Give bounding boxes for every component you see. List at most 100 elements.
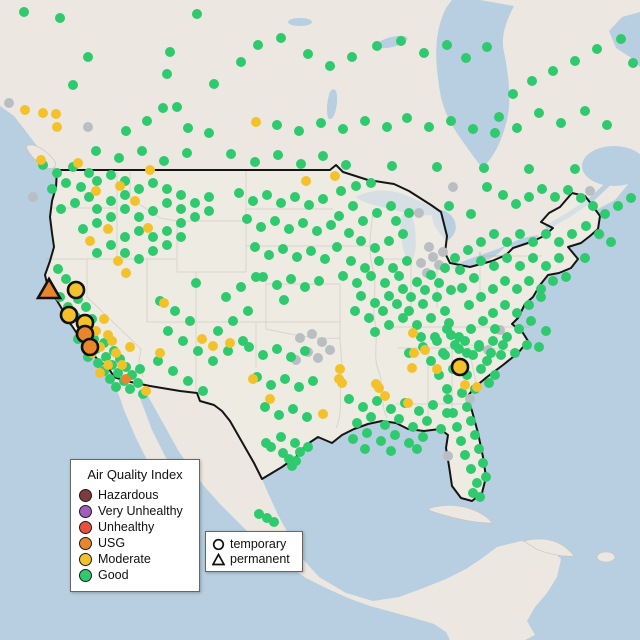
station-dot-good[interactable]: [398, 313, 408, 323]
station-dot-no_data[interactable]: [313, 353, 323, 363]
station-dot-good[interactable]: [380, 278, 390, 288]
station-dot-good[interactable]: [356, 236, 366, 246]
station-dot-good[interactable]: [398, 284, 408, 294]
station-dot-good[interactable]: [53, 264, 63, 274]
station-dot-moderate[interactable]: [113, 256, 123, 266]
station-dot-good[interactable]: [228, 316, 238, 326]
station-dot-good[interactable]: [498, 190, 508, 200]
station-dot-good[interactable]: [602, 120, 612, 130]
station-dot-good[interactable]: [476, 256, 486, 266]
station-dot-good[interactable]: [325, 61, 335, 71]
station-dot-good[interactable]: [183, 376, 193, 386]
station-dot-good[interactable]: [548, 66, 558, 76]
station-dot-good[interactable]: [536, 292, 546, 302]
station-dot-good[interactable]: [148, 246, 158, 256]
station-dot-good[interactable]: [528, 237, 538, 247]
station-dot-good[interactable]: [106, 212, 116, 222]
station-dot-good[interactable]: [484, 378, 494, 388]
station-dot-good[interactable]: [490, 128, 500, 138]
station-dot-good[interactable]: [460, 336, 470, 346]
station-dot-moderate[interactable]: [380, 391, 390, 401]
station-dot-moderate[interactable]: [85, 236, 95, 246]
station-dot-good[interactable]: [432, 292, 442, 302]
station-dot-good[interactable]: [576, 193, 586, 203]
station-dot-good[interactable]: [515, 261, 525, 271]
station-dot-good[interactable]: [360, 116, 370, 126]
station-dot-good[interactable]: [440, 350, 450, 360]
station-dot-good[interactable]: [91, 146, 101, 156]
station-dot-good[interactable]: [498, 340, 508, 350]
highlight-triangle-permanent[interactable]: [35, 276, 63, 300]
station-dot-good[interactable]: [106, 240, 116, 250]
station-dot-good[interactable]: [406, 292, 416, 302]
station-dot-moderate[interactable]: [130, 196, 140, 206]
station-dot-moderate[interactable]: [51, 109, 61, 119]
station-dot-good[interactable]: [81, 302, 91, 312]
station-dot-good[interactable]: [276, 432, 286, 442]
station-dot-good[interactable]: [382, 122, 392, 132]
station-dot-moderate[interactable]: [107, 336, 117, 346]
station-dot-good[interactable]: [384, 236, 394, 246]
station-dot-good[interactable]: [176, 232, 186, 242]
station-dot-good[interactable]: [580, 106, 590, 116]
station-dot-good[interactable]: [442, 40, 452, 50]
station-dot-good[interactable]: [488, 284, 498, 294]
station-dot-good[interactable]: [426, 270, 436, 280]
station-dot-no_data[interactable]: [443, 451, 453, 461]
station-dot-good[interactable]: [258, 272, 268, 282]
station-dot-moderate[interactable]: [460, 380, 470, 390]
station-dot-good[interactable]: [390, 430, 400, 440]
station-dot-good[interactable]: [105, 374, 115, 384]
station-dot-good[interactable]: [176, 218, 186, 228]
station-dot-good[interactable]: [176, 190, 186, 200]
station-dot-good[interactable]: [312, 226, 322, 236]
station-dot-good[interactable]: [486, 348, 496, 358]
station-dot-good[interactable]: [221, 292, 231, 302]
station-dot-good[interactable]: [162, 198, 172, 208]
station-dot-good[interactable]: [536, 284, 546, 294]
station-dot-good[interactable]: [120, 248, 130, 258]
station-dot-good[interactable]: [434, 278, 444, 288]
station-dot-good[interactable]: [488, 336, 498, 346]
station-dot-good[interactable]: [360, 263, 370, 273]
station-dot-good[interactable]: [290, 192, 300, 202]
station-dot-good[interactable]: [384, 291, 394, 301]
station-dot-no_data[interactable]: [438, 247, 448, 257]
station-dot-good[interactable]: [556, 118, 566, 128]
station-dot-good[interactable]: [346, 256, 356, 266]
station-dot-good[interactable]: [162, 226, 172, 236]
station-dot-good[interactable]: [366, 412, 376, 422]
station-dot-good[interactable]: [92, 176, 102, 186]
station-dot-moderate[interactable]: [38, 108, 48, 118]
station-dot-good[interactable]: [295, 447, 305, 457]
station-dot-good[interactable]: [418, 299, 428, 309]
station-dot-good[interactable]: [193, 346, 203, 356]
station-dot-good[interactable]: [204, 128, 214, 138]
station-dot-good[interactable]: [414, 406, 424, 416]
station-dot-good[interactable]: [372, 396, 382, 406]
station-dot-moderate[interactable]: [432, 364, 442, 374]
station-dot-no_data[interactable]: [295, 333, 305, 343]
station-dot-good[interactable]: [482, 42, 492, 52]
station-dot-moderate[interactable]: [73, 158, 83, 168]
station-dot-good[interactable]: [286, 352, 296, 362]
station-dot-good[interactable]: [318, 194, 328, 204]
station-dot-moderate[interactable]: [251, 117, 261, 127]
station-dot-good[interactable]: [461, 53, 471, 63]
station-dot-no_data[interactable]: [317, 337, 327, 347]
highlighted-stations-layer[interactable]: [35, 276, 470, 377]
station-dot-good[interactable]: [360, 444, 370, 454]
station-dot-moderate[interactable]: [408, 328, 418, 338]
station-dot-good[interactable]: [510, 348, 520, 358]
station-dot-good[interactable]: [111, 382, 121, 392]
station-dot-no_data[interactable]: [585, 186, 595, 196]
station-dot-moderate[interactable]: [111, 348, 121, 358]
station-dot-good[interactable]: [376, 436, 386, 446]
station-dot-good[interactable]: [455, 265, 465, 275]
station-dot-good[interactable]: [76, 182, 86, 192]
station-dot-good[interactable]: [600, 209, 610, 219]
station-dot-moderate[interactable]: [374, 383, 384, 393]
station-dot-moderate[interactable]: [115, 181, 125, 191]
station-dot-good[interactable]: [412, 320, 422, 330]
station-dot-good[interactable]: [432, 162, 442, 172]
